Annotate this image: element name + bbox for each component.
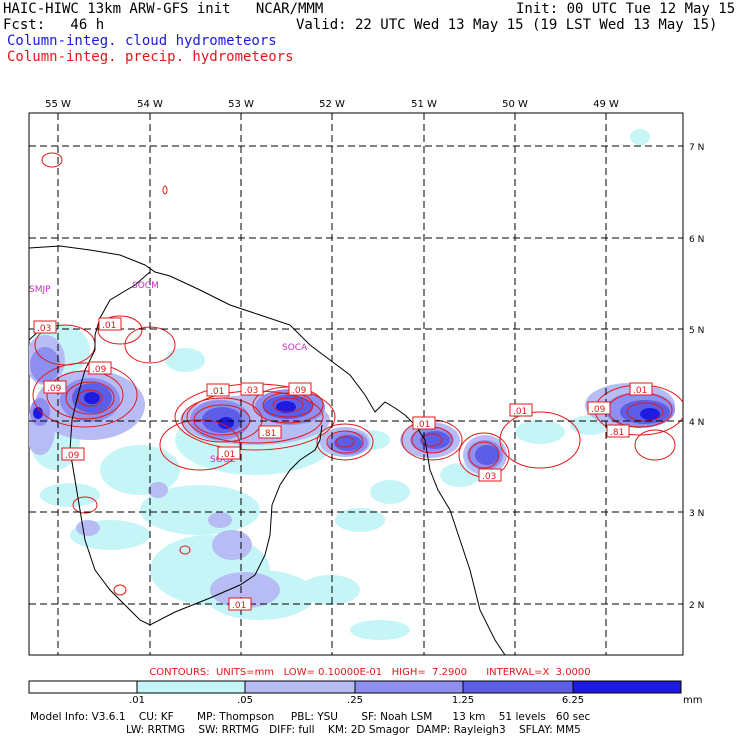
contour-label: .09	[88, 361, 112, 375]
map-frame	[28, 112, 684, 656]
lat-lon-grid	[29, 113, 683, 655]
svg-text:.03: .03	[482, 472, 496, 482]
colorbar-bin	[354, 680, 464, 694]
lon-label: 53 W	[228, 99, 254, 110]
contour-label: .09	[43, 380, 67, 394]
contour-label: .01	[412, 416, 436, 430]
model-info-line1: Model Info: V3.6.1 CU: KF MP: Thompson P…	[30, 711, 591, 723]
colorbar-bin	[462, 680, 574, 694]
title-left: HAIC-HIWC 13km ARW-GFS init NCAR/MMM	[3, 1, 324, 17]
colorbar-bin	[136, 680, 246, 694]
contour-label: .03	[478, 468, 502, 482]
station-label: SOCM	[132, 281, 159, 291]
lat-label: 3 N	[689, 509, 704, 519]
latitude-labels: 7 N 6 N 5 N 4 N 3 N 2 N	[689, 143, 704, 611]
colorbar	[28, 680, 682, 694]
lon-label: 55 W	[45, 99, 71, 110]
colorbar-bin	[572, 680, 682, 694]
colorbar-bin	[244, 680, 356, 694]
svg-text:.01: .01	[102, 321, 116, 331]
contour-label: .01	[509, 403, 533, 417]
contour-label: .81	[606, 424, 630, 438]
contour-labels: .03 .01 .09 .09 .09 .01 .03 .09 .81 .01 …	[33, 317, 653, 611]
station-label: SOCA	[282, 343, 308, 353]
colorbar-tick: 1.25	[451, 695, 475, 706]
svg-text:.01: .01	[221, 450, 235, 460]
cloud-shade-max	[33, 392, 660, 429]
svg-text:.01: .01	[416, 420, 430, 430]
shaded-fields	[29, 129, 683, 640]
contour-info: CONTOURS: UNITS=mm LOW= 0.10000E-01 HIGH…	[149, 667, 591, 678]
contour-label: .01	[98, 317, 122, 331]
cloud-field-legend: Column-integ. cloud hydrometeors	[7, 33, 277, 49]
lat-label: 6 N	[689, 235, 704, 245]
lon-label: 51 W	[411, 99, 437, 110]
contour-label: .01	[206, 383, 230, 397]
lon-label: 52 W	[319, 99, 345, 110]
model-info-line2: LW: RRTMG SW: RRTMG DIFF: full KM: 2D Sm…	[126, 724, 581, 736]
colorbar-unit: mm	[683, 695, 703, 706]
init-time: Init: 00 UTC Tue 12 May 15	[516, 1, 736, 17]
contour-label: .01	[228, 597, 252, 611]
valid-time: Valid: 22 UTC Wed 13 May 15 (19 LST Wed …	[296, 17, 718, 33]
svg-text:.09: .09	[591, 405, 606, 415]
svg-text:.01: .01	[210, 387, 224, 397]
svg-text:.09: .09	[65, 451, 80, 461]
forecast-hour: Fcst: 46 h	[3, 17, 105, 33]
colorbar-tick: .05	[237, 695, 253, 706]
contour-label: .81	[258, 425, 282, 439]
svg-text:.01: .01	[513, 407, 527, 417]
colorbar-tick: .25	[347, 695, 363, 706]
svg-text:.01: .01	[232, 601, 246, 611]
precip-contours	[32, 152, 683, 596]
svg-text:.03: .03	[37, 324, 51, 334]
lon-label: 49 W	[593, 99, 619, 110]
contour-label: .09	[61, 447, 85, 461]
svg-text:.81: .81	[610, 428, 624, 438]
lat-label: 5 N	[689, 326, 704, 336]
svg-text:.09: .09	[92, 365, 107, 375]
svg-text:.09: .09	[292, 386, 307, 396]
colorbar-tick: 6.25	[561, 695, 585, 706]
station-label: SOOL	[210, 455, 235, 465]
contour-label: .01	[217, 446, 241, 460]
station-labels: SMJP SOCM SOCA SOOL	[29, 281, 308, 465]
lat-label: 7 N	[689, 143, 704, 153]
svg-text:.03: .03	[244, 386, 258, 396]
precip-field-legend: Column-integ. precip. hydrometeors	[7, 49, 294, 65]
colorbar-tick: .01	[129, 695, 145, 706]
colorbar-bin	[28, 680, 138, 694]
contour-label: .09	[288, 382, 312, 396]
station-label: SMJP	[29, 285, 51, 295]
longitude-labels: 55 W 54 W 53 W 52 W 51 W 50 W 49 W	[45, 99, 619, 110]
lat-label: 4 N	[689, 418, 704, 428]
contour-label: .09	[587, 401, 611, 415]
lon-label: 50 W	[502, 99, 528, 110]
contour-label: .03	[33, 320, 57, 334]
svg-text:.01: .01	[633, 386, 647, 396]
svg-text:.09: .09	[47, 384, 62, 394]
lon-label: 54 W	[137, 99, 163, 110]
contour-label: .01	[629, 382, 653, 396]
svg-text:.81: .81	[262, 429, 276, 439]
lat-label: 2 N	[689, 601, 704, 611]
contour-label: .03	[240, 382, 264, 396]
